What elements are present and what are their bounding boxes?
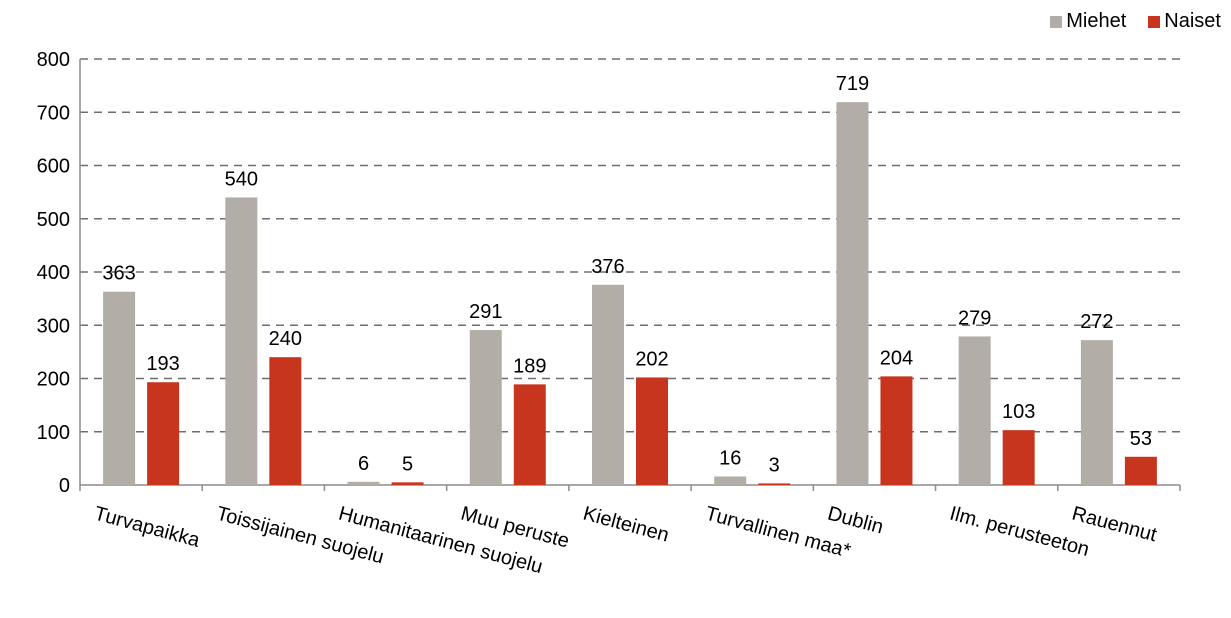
- data-label: 540: [225, 168, 258, 190]
- data-label: 193: [146, 353, 179, 375]
- bar-naiset: [636, 377, 668, 485]
- legend-label-miehet: Miehet: [1066, 10, 1127, 32]
- legend: Miehet Naiset: [1050, 10, 1221, 33]
- y-tick-label: 200: [37, 369, 70, 391]
- bar-naiset: [1002, 430, 1035, 485]
- y-tick-label: 300: [37, 315, 70, 337]
- x-tick-label: Humanitaarinen suojelu: [336, 503, 545, 579]
- x-tick-label: Dublin: [825, 503, 885, 539]
- y-tick-label: 600: [37, 156, 70, 178]
- data-label: 291: [469, 301, 502, 323]
- data-label: 376: [591, 256, 624, 278]
- y-tick-label: 400: [37, 262, 70, 284]
- data-label: 202: [635, 348, 668, 370]
- data-label: 240: [269, 328, 302, 350]
- y-tick-label: 500: [37, 209, 70, 231]
- legend-item-naiset: Naiset: [1148, 10, 1221, 33]
- bar-miehet: [103, 291, 136, 485]
- bar-naiset: [269, 357, 302, 485]
- bar-miehet: [958, 336, 991, 485]
- data-label: 363: [102, 263, 135, 285]
- data-label: 279: [958, 307, 991, 329]
- bar-naiset: [147, 382, 180, 485]
- legend-swatch-naiset: [1148, 15, 1161, 28]
- bar-miehet: [592, 284, 624, 485]
- data-label: 3: [769, 454, 780, 476]
- bar-naiset: [391, 482, 424, 485]
- x-tick-label: Ilm. perusteeton: [947, 503, 1091, 561]
- x-tick-label: Turvapaikka: [92, 503, 203, 552]
- bar-naiset: [758, 483, 791, 485]
- data-label: 103: [1002, 401, 1035, 423]
- data-label: 272: [1080, 311, 1113, 333]
- bar-miehet: [836, 102, 869, 485]
- y-tick-label: 0: [59, 475, 70, 497]
- x-tick-label: Kielteinen: [581, 503, 672, 547]
- legend-swatch-miehet: [1050, 15, 1063, 28]
- y-tick-label: 100: [37, 422, 70, 444]
- data-label: 16: [719, 447, 741, 469]
- data-label: 5: [402, 453, 413, 475]
- bar-miehet: [347, 481, 380, 485]
- bar-miehet: [469, 330, 502, 485]
- bar-miehet: [714, 476, 747, 485]
- data-label: 719: [836, 73, 869, 95]
- bar-miehet: [1080, 340, 1113, 485]
- legend-item-miehet: Miehet: [1050, 10, 1126, 33]
- bar-naiset: [1124, 456, 1157, 485]
- y-tick-label: 800: [37, 49, 70, 71]
- bar-miehet: [225, 197, 258, 485]
- bar-naiset: [513, 384, 546, 485]
- data-label: 189: [513, 355, 546, 377]
- bar-naiset: [880, 376, 913, 485]
- data-label: 204: [880, 347, 913, 369]
- data-label: 6: [358, 453, 369, 475]
- y-tick-label: 700: [37, 102, 70, 124]
- legend-label-naiset: Naiset: [1164, 10, 1221, 32]
- data-label: 53: [1130, 428, 1152, 450]
